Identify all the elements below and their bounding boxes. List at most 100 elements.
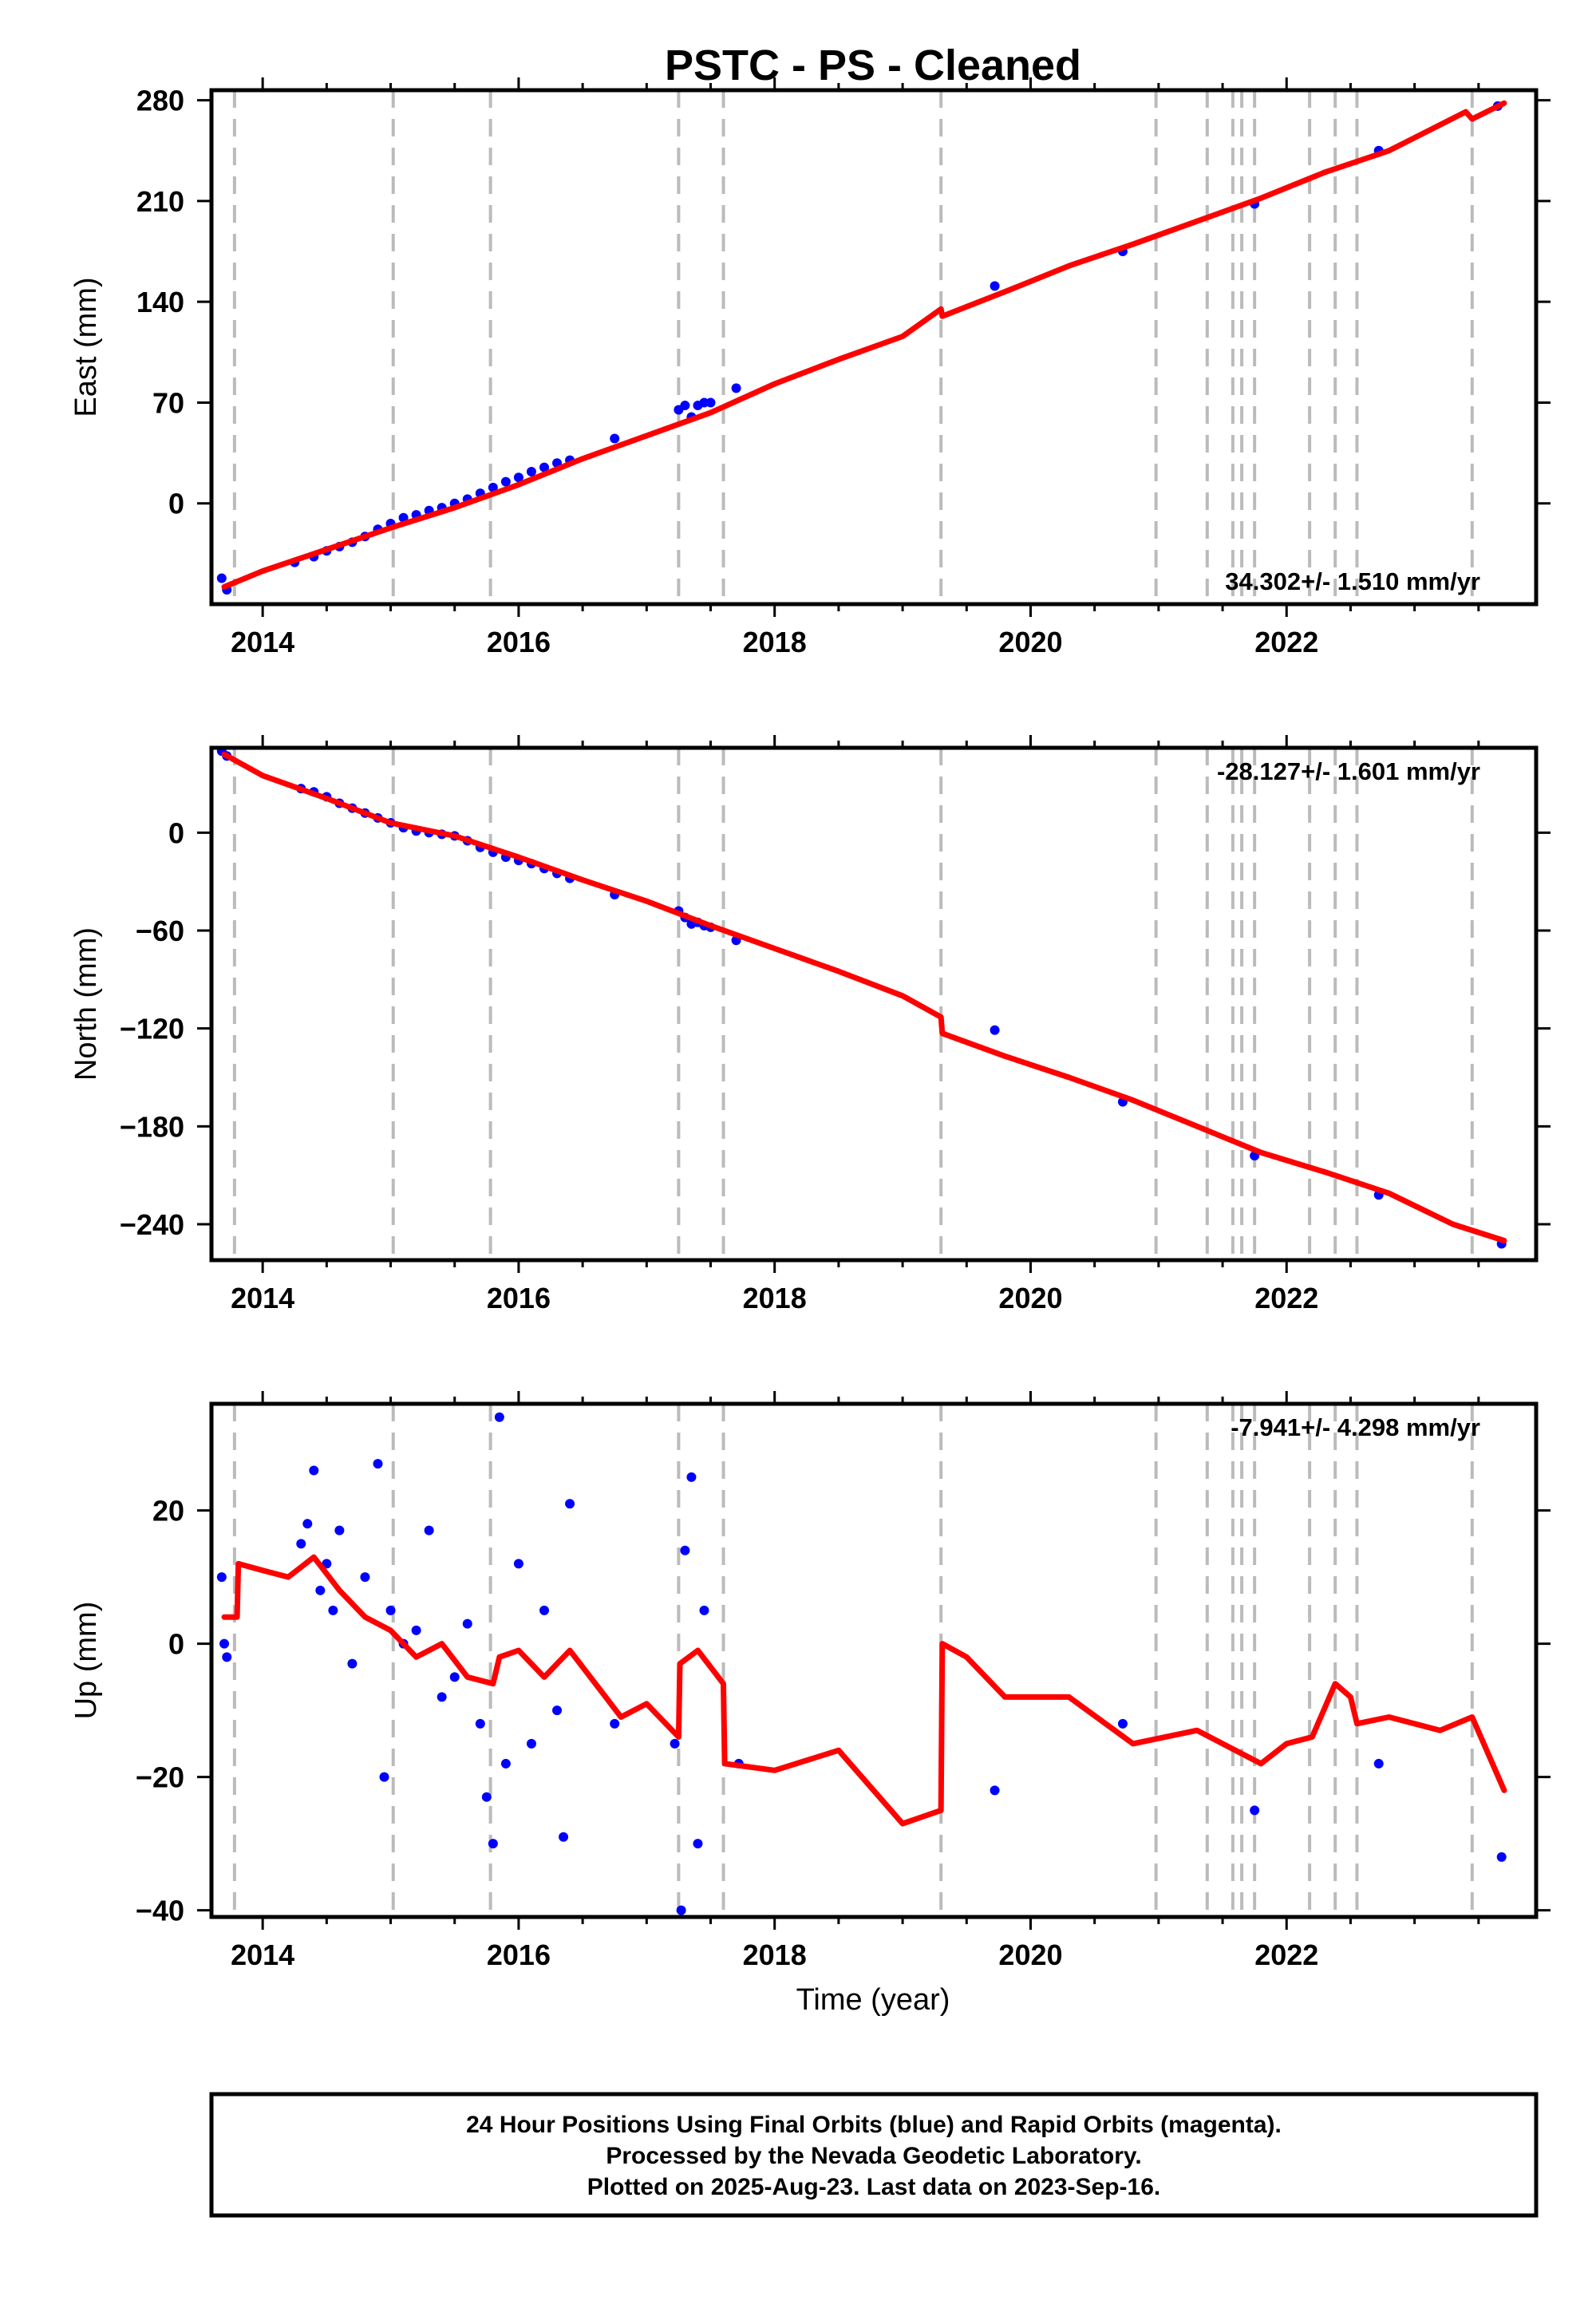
- data-point: [686, 1472, 697, 1482]
- data-point: [1117, 1718, 1128, 1729]
- data-point: [462, 1618, 472, 1629]
- data-point: [610, 1718, 620, 1729]
- data-point: [680, 401, 690, 411]
- data-point: [373, 1459, 383, 1469]
- y-axis-label: Up (mm): [69, 1602, 103, 1720]
- y-axis-label: North (mm): [69, 927, 103, 1081]
- data-point: [500, 1758, 511, 1769]
- y-tick-label: −240: [120, 1208, 184, 1241]
- data-point: [488, 482, 498, 492]
- data-point: [222, 1652, 232, 1662]
- x-tick-label: 2022: [1254, 626, 1318, 658]
- data-point: [539, 462, 550, 472]
- x-tick-label: 2018: [743, 626, 807, 658]
- data-point: [481, 1792, 492, 1802]
- data-point: [513, 1559, 523, 1569]
- data-point: [219, 1638, 230, 1649]
- data-point: [424, 1525, 434, 1535]
- fit-line: [221, 751, 1507, 1243]
- y-tick-label: 280: [136, 85, 184, 117]
- data-point: [334, 1525, 345, 1535]
- y-tick-label: 70: [152, 386, 184, 419]
- y-tick-label: −60: [136, 915, 184, 947]
- y-axis-label: East (mm): [69, 277, 103, 417]
- data-point: [559, 1832, 569, 1842]
- data-point: [990, 1025, 1000, 1035]
- data-point: [347, 1658, 358, 1669]
- rate-label: 34.302+/- 1.510 mm/yr: [1225, 567, 1480, 595]
- data-point: [676, 1905, 686, 1915]
- data-point: [693, 1839, 703, 1849]
- x-tick-label: 2020: [998, 1282, 1062, 1314]
- fit-line: [221, 100, 1507, 590]
- data-point: [1496, 1852, 1507, 1862]
- data-point: [1250, 1805, 1260, 1816]
- data-point: [494, 1412, 504, 1422]
- data-point: [315, 1585, 326, 1595]
- data-point: [513, 472, 523, 483]
- data-point: [475, 1718, 485, 1729]
- y-tick-label: −120: [120, 1013, 184, 1045]
- data-point: [552, 1705, 563, 1716]
- x-tick-label: 2014: [231, 1282, 294, 1314]
- data-point: [488, 1839, 498, 1849]
- data-point: [990, 281, 1000, 291]
- data-point: [565, 1499, 575, 1509]
- data-point: [309, 1465, 319, 1476]
- y-tick-label: 0: [168, 1628, 184, 1661]
- data-point: [296, 1539, 306, 1549]
- data-point: [1373, 1758, 1384, 1769]
- data-point: [731, 383, 741, 393]
- rate-label: -7.941+/- 4.298 mm/yr: [1231, 1413, 1480, 1441]
- y-tick-label: 140: [136, 286, 184, 318]
- north-panel: 2014 2016 2018 2020 2022 −240 −180 −120 −60 0 Nort…: [69, 735, 1551, 1314]
- y-tick-label: 210: [136, 185, 184, 218]
- data-point: [610, 433, 620, 444]
- data-point: [385, 1605, 396, 1615]
- east-panel: 2014 2016 2018 2020 2022 0 70 140 210 280 East (mm…: [69, 77, 1551, 658]
- x-tick-label: 2018: [743, 1939, 807, 1971]
- data-point: [526, 1738, 536, 1749]
- up-panel: 2014 2016 2018 2020 2022 −40 −20 0 20 Up (mm) -7.9…: [69, 1391, 1551, 1971]
- x-tick-label: 2016: [487, 626, 551, 658]
- data-point: [379, 1772, 389, 1782]
- x-tick-label: 2014: [231, 1939, 294, 1971]
- y-tick-label: −180: [120, 1110, 184, 1143]
- chart-title: PSTC - PS - Cleaned: [665, 41, 1081, 89]
- data-point: [990, 1785, 1000, 1796]
- data-point: [328, 1605, 338, 1615]
- footer-note-line-3: Plotted on 2025-Aug-23. Last data on 202…: [587, 2174, 1161, 2200]
- x-tick-label: 2022: [1254, 1939, 1318, 1971]
- data-point: [699, 1605, 709, 1615]
- x-tick-label: 2014: [231, 626, 294, 658]
- data-point: [670, 1738, 680, 1749]
- data-point: [360, 1572, 370, 1583]
- fit-line: [221, 1554, 1507, 1827]
- data-point: [216, 573, 227, 583]
- y-tick-label: 0: [168, 488, 184, 520]
- footer-note-line-1: 24 Hour Positions Using Final Orbits (bl…: [466, 2112, 1282, 2138]
- data-point: [302, 1519, 313, 1529]
- plot-frame: [209, 88, 1539, 607]
- x-tick-label: 2020: [998, 1939, 1062, 1971]
- plot-frame: [209, 745, 1539, 1263]
- data-point: [449, 1672, 460, 1682]
- y-tick-label: −20: [136, 1761, 184, 1794]
- footer-note-line-2: Processed by the Nevada Geodetic Laborat…: [606, 2143, 1141, 2169]
- data-point: [216, 1572, 227, 1583]
- x-tick-label: 2016: [487, 1282, 551, 1314]
- y-tick-label: 20: [152, 1495, 184, 1528]
- y-tick-label: −40: [136, 1895, 184, 1927]
- data-point: [437, 1692, 447, 1702]
- x-tick-label: 2020: [998, 626, 1062, 658]
- x-tick-label: 2022: [1254, 1282, 1318, 1314]
- data-point: [500, 476, 511, 487]
- data-point: [526, 467, 536, 477]
- y-tick-label: 0: [168, 816, 184, 849]
- footer-note-box: 24 Hour Positions Using Final Orbits (bl…: [209, 2092, 1539, 2218]
- data-point: [680, 1545, 690, 1555]
- x-tick-label: 2018: [743, 1282, 807, 1314]
- x-tick-label: 2016: [487, 1939, 551, 1971]
- plot-frame: [209, 1401, 1539, 1919]
